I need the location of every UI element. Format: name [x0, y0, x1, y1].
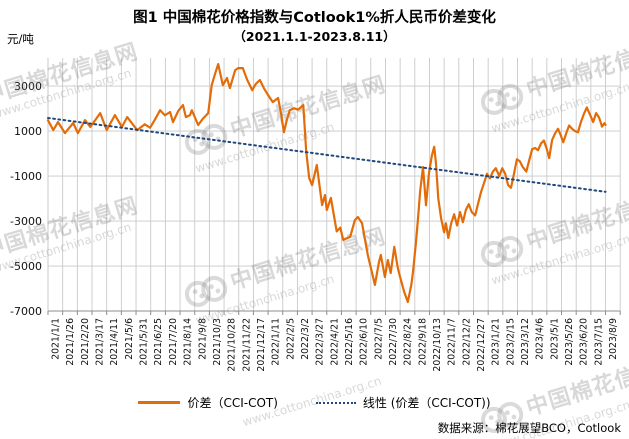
legend-item-price-spread: 价差（CCI-COT) — [138, 394, 278, 411]
y-tick-label: -7000 — [10, 305, 42, 318]
x-tick-label: 2021/6/25 — [153, 318, 164, 366]
data-source-note: 数据来源：棉花展望BCO，Cotlook — [437, 421, 621, 435]
x-tick-label: 2021/4/11 — [109, 318, 120, 366]
x-tick-label: 2021/7/20 — [168, 318, 179, 366]
legend-item-trend: 线性 (价差（CCI-COT)) — [315, 394, 491, 411]
chart-legend: 价差（CCI-COT) 线性 (价差（CCI-COT)) — [0, 394, 629, 411]
x-tick-label: 2023/6/20 — [579, 318, 590, 366]
x-tick-label: 2022/11/7 — [447, 318, 458, 366]
x-tick-label: 2023/8/9 — [608, 318, 619, 360]
x-tick-label: 2021/11/22 — [241, 318, 252, 372]
y-tick-label: 1000 — [14, 125, 42, 138]
x-tick-label: 2023/4/6 — [535, 318, 546, 360]
trend-line-swatch — [315, 401, 356, 404]
x-tick-label: 2023/3/12 — [520, 318, 531, 366]
x-tick-label: 2021/12/17 — [256, 318, 267, 372]
x-tick-label: 2022/1/11 — [271, 318, 282, 366]
chart-title: 图1 中国棉花价格指数与Cotlook1%折人民币价差变化 — [133, 10, 496, 26]
x-tick-label: 2023/7/15 — [593, 318, 604, 366]
x-tick-label: 2022/7/30 — [388, 318, 399, 366]
x-tick-label: 2022/12/27 — [476, 318, 487, 372]
x-tick-label: 2021/3/17 — [95, 318, 106, 366]
x-tick-label: 2022/6/10 — [359, 318, 370, 366]
x-tick-label: 2021/10/28 — [227, 318, 238, 372]
x-tick-label: 2022/12/2 — [461, 318, 472, 366]
x-tick-label: 2023/5/26 — [564, 318, 575, 366]
y-tick-label: 3000 — [14, 80, 42, 93]
x-tick-label: 2021/1/26 — [65, 318, 76, 366]
x-tick-label: 2021/10/3 — [212, 318, 223, 366]
x-tick-label: 2022/5/16 — [344, 318, 355, 366]
chart-subtitle: （2021.1.1-2023.8.11） — [233, 29, 396, 44]
x-tick-label: 2021/5/6 — [124, 318, 135, 360]
x-tick-label: 2022/3/27 — [315, 318, 326, 366]
y-tick-label: -5000 — [10, 260, 42, 273]
x-tick-label: 2023/5/1 — [549, 318, 560, 360]
x-tick-label: 2023/2/15 — [505, 318, 516, 366]
x-tick-label: 2022/3/2 — [300, 318, 311, 360]
x-tick-label: 2022/8/24 — [403, 318, 414, 366]
x-tick-label: 2021/8/14 — [183, 318, 194, 366]
y-axis-unit-label: 元/吨 — [7, 32, 34, 46]
x-tick-label: 2021/1/1 — [51, 318, 62, 360]
legend-label-price-spread: 价差（CCI-COT) — [187, 396, 278, 410]
trend-line — [47, 117, 607, 193]
x-tick-label: 2023/1/21 — [491, 318, 502, 366]
x-tick-label: 2022/9/18 — [417, 318, 428, 366]
price-spread-line — [46, 62, 607, 304]
y-tick-label: -1000 — [10, 170, 42, 183]
x-tick-label: 2021/2/20 — [80, 318, 91, 366]
x-tick-label: 2021/9/8 — [197, 318, 208, 360]
y-tick-label: -3000 — [10, 215, 42, 228]
x-tick-label: 2022/2/5 — [285, 318, 296, 360]
price-spread-line-swatch — [138, 401, 181, 404]
x-tick-label: 2022/4/21 — [329, 318, 340, 366]
x-tick-label: 2021/5/31 — [139, 318, 150, 366]
x-tick-label: 2022/7/5 — [373, 318, 384, 360]
legend-label-trend: 线性 (价差（CCI-COT)) — [362, 396, 491, 410]
x-tick-label: 2022/10/13 — [432, 318, 443, 372]
